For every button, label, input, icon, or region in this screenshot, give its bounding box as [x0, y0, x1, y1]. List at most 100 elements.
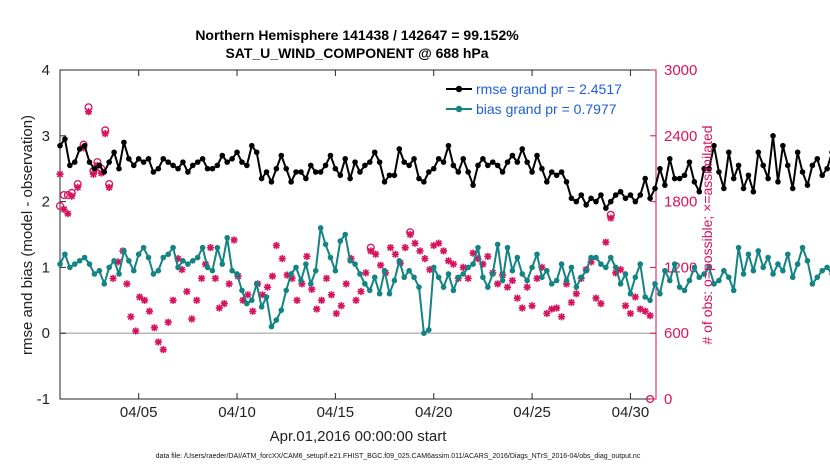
rmse-point [322, 162, 329, 169]
rmse-point [381, 179, 388, 185]
assimilated-obs-marker [114, 258, 122, 266]
bias-point [204, 264, 211, 271]
rmse-point [371, 149, 378, 156]
y-tick-label: -1 [37, 391, 50, 408]
bias-point [657, 290, 663, 297]
legend-rmse-marker [455, 85, 463, 93]
bias-point [799, 244, 806, 251]
y-tick-label: 4 [42, 62, 50, 79]
rmse-point [367, 159, 373, 165]
assimilated-obs-marker [249, 307, 257, 315]
assimilated-obs-marker [543, 309, 551, 318]
rmse-point [612, 192, 619, 198]
y-tick-label: 3 [42, 128, 50, 145]
rmse-point [86, 159, 93, 165]
bias-point [130, 267, 137, 274]
bias-point [155, 267, 162, 274]
rmse-point [121, 139, 127, 146]
bias-point [116, 271, 122, 277]
rmse-point [376, 159, 383, 165]
rmse-point [711, 142, 717, 149]
rmse-point [740, 185, 747, 192]
assimilated-obs-marker [188, 315, 196, 323]
assimilated-obs-marker [215, 304, 223, 312]
assimilated-obs-marker [64, 210, 72, 218]
bias-point [367, 287, 373, 294]
possible-obs-marker [646, 394, 655, 404]
bias-point [568, 264, 575, 271]
legend-bias-marker [455, 105, 463, 113]
rmse-point [396, 146, 403, 152]
bias-point [819, 267, 826, 274]
assimilated-obs-marker [572, 290, 580, 298]
assimilated-obs-marker [183, 287, 191, 296]
assimilated-obs-marker [474, 255, 482, 263]
bias-point [509, 267, 516, 274]
rmse-point [617, 188, 624, 195]
rmse-point [489, 159, 496, 165]
bias-point [209, 267, 216, 274]
bias-point [706, 264, 712, 271]
assimilated-obs-marker [612, 269, 620, 277]
bias-point [765, 254, 771, 261]
bias-point [347, 258, 353, 264]
assimilated-obs-marker [74, 183, 82, 191]
rmse-point [725, 149, 732, 156]
chart-subtitle: SAT_U_WIND_COMPONENT @ 688 hPa [225, 45, 488, 61]
rmse-point [214, 162, 221, 169]
assimilated-obs-marker [616, 265, 625, 274]
rmse-point [160, 156, 167, 162]
rmse-point [558, 169, 565, 175]
rmse-point [480, 156, 486, 162]
assimilated-obs-marker [283, 271, 291, 279]
bias-point [214, 244, 221, 251]
bias-point [573, 284, 580, 290]
assimilated-obs-marker [68, 192, 76, 200]
bias-point [194, 254, 201, 261]
rmse-point [794, 149, 801, 156]
rmse-point [622, 195, 629, 202]
bias-point [603, 264, 609, 271]
possible-obs-marker [59, 190, 68, 200]
bias-point [175, 264, 181, 271]
rmse-point [362, 162, 368, 169]
assimilated-obs-marker [416, 247, 424, 255]
rmse-point [573, 198, 580, 205]
assimilated-obs-marker [631, 293, 639, 301]
assimilated-obs-marker [587, 258, 595, 266]
rmse-point [283, 165, 290, 172]
bias-point [86, 261, 93, 267]
bias-point [111, 258, 117, 264]
rmse-point [789, 185, 796, 192]
assimilated-obs-marker [553, 304, 561, 312]
assimilated-obs-marker [503, 283, 512, 291]
rmse-point [440, 159, 447, 165]
bias-point [760, 264, 767, 271]
rmse-point [248, 142, 255, 149]
assimilated-obs-marker [337, 302, 345, 310]
assimilated-obs-marker [508, 276, 517, 285]
rmse-point [150, 169, 157, 175]
assimilated-obs-marker [211, 274, 219, 282]
bias-point [126, 258, 132, 264]
bias-point [534, 251, 540, 258]
bias-point [558, 261, 565, 267]
y-right-tick-label: 1800 [664, 194, 697, 211]
bias-point [327, 254, 334, 261]
bias-point [465, 264, 471, 271]
assimilated-obs-marker [169, 296, 177, 304]
rmse-point [293, 169, 299, 175]
rmse-point [430, 165, 437, 172]
bias-point [435, 274, 442, 281]
assimilated-obs-marker [127, 313, 135, 321]
assimilated-obs-marker [449, 260, 457, 268]
bias-point [642, 294, 648, 300]
assimilated-obs-marker [459, 263, 467, 271]
rmse-point [750, 188, 757, 195]
assimilated-obs-marker [362, 269, 370, 277]
rmse-point [814, 156, 821, 162]
rmse-point [809, 162, 816, 169]
rmse-point [426, 169, 432, 175]
rmse-point [219, 152, 226, 159]
rmse-point [244, 162, 250, 169]
